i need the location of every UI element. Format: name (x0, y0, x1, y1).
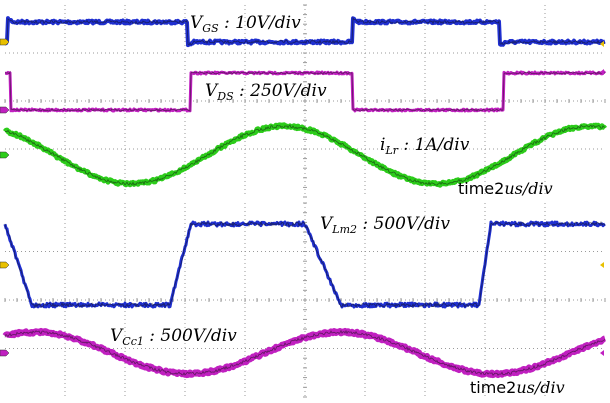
time-scale-bottom: time2us/div (470, 378, 565, 397)
label-ilr: iLr : 1A/div (380, 135, 470, 157)
marker-ch2-bottom (0, 349, 10, 357)
trace-vds (4, 70, 607, 113)
marker-ch3-top (0, 151, 10, 159)
trace-vlm2-noise (4, 220, 606, 309)
cursor-right-top (600, 41, 604, 47)
panel-top: VGS : 10V/div VDS : 250V/div iLr : 1A/di… (0, 4, 607, 198)
cursor-right-bottom-2 (600, 350, 604, 356)
marker-ch2-top (0, 106, 10, 114)
marker-ch1-bottom (0, 261, 10, 269)
label-vcc1: VCc1 : 500V/div (110, 326, 237, 348)
panel-bottom: VLm2 : 500V/div VCc1 : 500V/div time2us/… (0, 202, 607, 398)
label-vds: VDS : 250V/div (205, 81, 327, 103)
label-vgs: VGS : 10V/div (190, 13, 301, 35)
marker-ch1-top (0, 38, 10, 46)
traces-bottom (2, 220, 607, 379)
label-vlm2: VLm2 : 500V/div (320, 214, 450, 236)
trace-vlm2 (3, 220, 606, 309)
cursor-right-bottom (600, 262, 604, 268)
cursor-right-top-2 (600, 69, 604, 75)
trace-ilr-noise (4, 124, 606, 186)
trace-vgs-noise (4, 16, 606, 46)
trace-vcc1 (2, 327, 607, 379)
traces-top (3, 16, 607, 188)
channel-markers-bottom (0, 261, 604, 357)
trace-vcc1-noise (4, 329, 606, 376)
grid-bottom (4, 202, 606, 398)
trace-vds-noise (4, 70, 606, 112)
grid-top (4, 4, 606, 198)
channel-markers-top (0, 38, 604, 159)
time-scale-top: time2us/div (458, 179, 553, 198)
